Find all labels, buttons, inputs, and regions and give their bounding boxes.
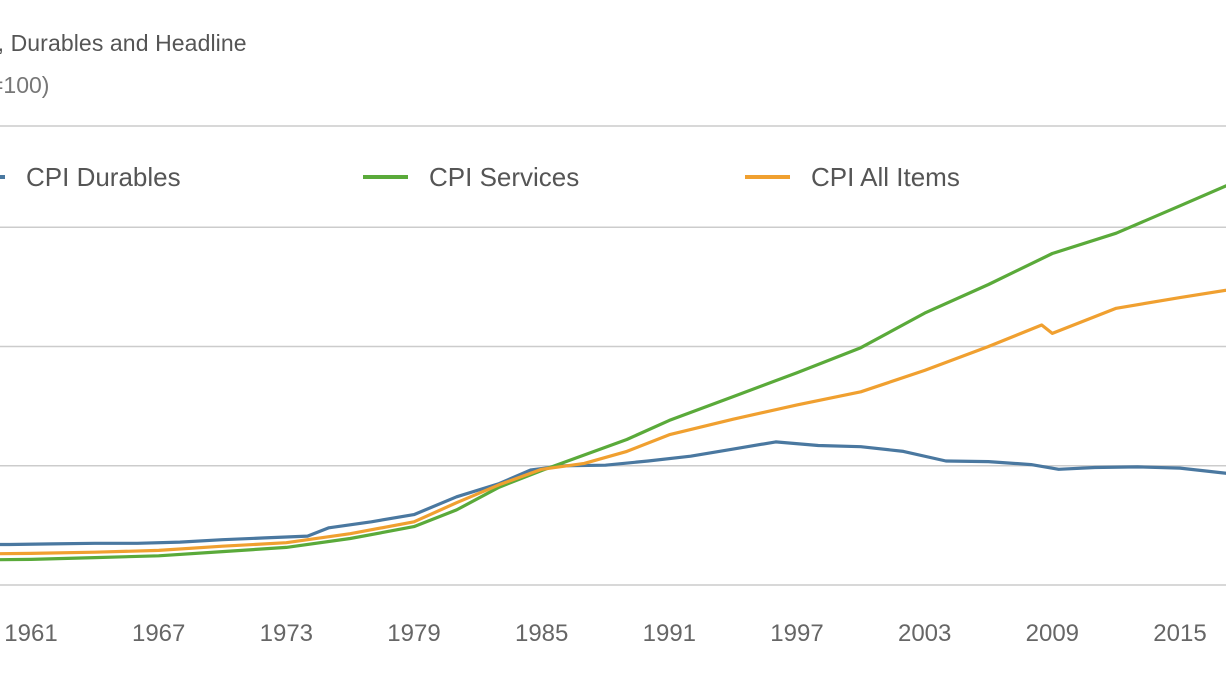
legend-label: CPI Durables (26, 162, 181, 192)
x-axis-ticks: 1961 1967 1973 1979 1985 1991 1997 2003 2009 2015 (4, 620, 1206, 647)
x-tick-label: 2015 (1153, 620, 1206, 647)
legend-label: CPI All Items (811, 162, 960, 192)
legend: CPI Durables CPI Services CPI All Items (0, 162, 960, 192)
x-tick-label: 1979 (387, 620, 440, 647)
x-tick-label: 1991 (643, 620, 696, 647)
series-lines (0, 184, 1226, 562)
chart-subtitle: =100) (0, 72, 50, 98)
x-tick-label: 1985 (515, 620, 568, 647)
x-tick-label: 1967 (132, 620, 185, 647)
x-tick-label: 1973 (260, 620, 313, 647)
legend-label: CPI Services (429, 162, 579, 192)
x-tick-label: 1961 (4, 620, 57, 647)
series-line (0, 288, 1226, 556)
series-line (0, 184, 1226, 562)
gridlines (0, 226, 1226, 586)
x-tick-label: 2009 (1026, 620, 1079, 647)
chart-title: s, Durables and Headline (0, 30, 247, 56)
x-tick-label: 1997 (770, 620, 823, 647)
x-tick-label: 2003 (898, 620, 951, 647)
series-line (0, 440, 1226, 547)
